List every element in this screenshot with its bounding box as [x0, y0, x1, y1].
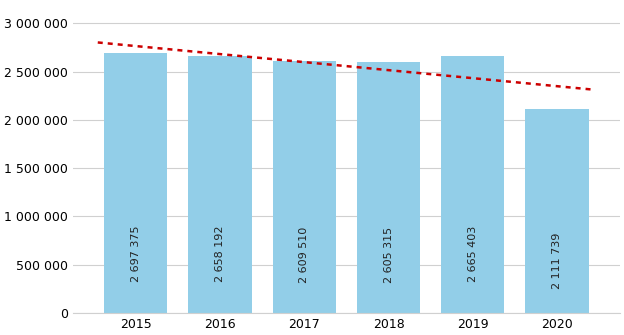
Bar: [357, 62, 420, 313]
Bar: [525, 109, 588, 313]
Text: 2 658 192: 2 658 192: [215, 226, 225, 282]
Text: 2 697 375: 2 697 375: [130, 225, 140, 282]
Bar: [104, 53, 167, 313]
Bar: [441, 56, 504, 313]
Bar: [273, 61, 336, 313]
Text: 2 665 403: 2 665 403: [468, 226, 478, 282]
Text: 2 605 315: 2 605 315: [384, 227, 394, 283]
Text: 2 111 739: 2 111 739: [552, 232, 562, 288]
Bar: [188, 57, 251, 313]
Text: 2 609 510: 2 609 510: [300, 226, 310, 283]
